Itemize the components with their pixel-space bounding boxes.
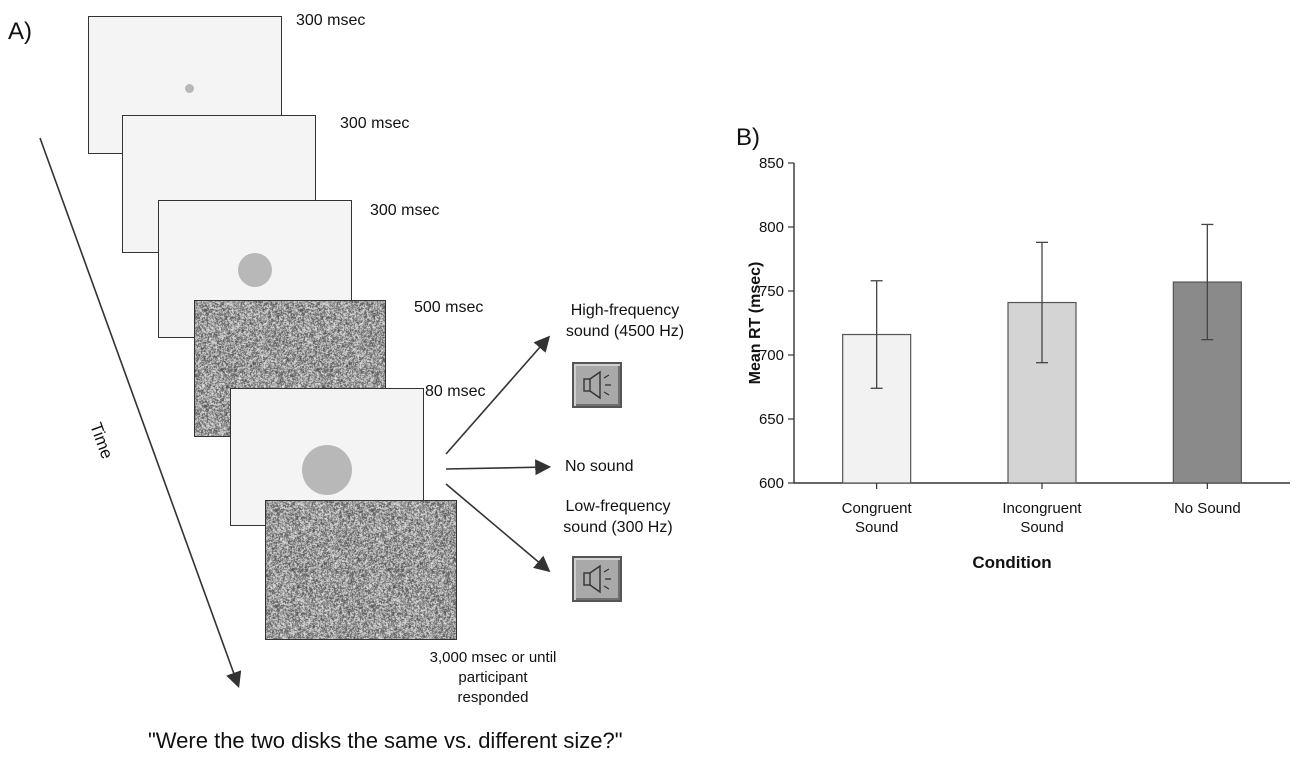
x-tick-label: Sound <box>1020 519 1063 536</box>
x-tick-label: Sound <box>855 519 898 536</box>
low-frequency-label: Low-frequency sound (300 Hz) <box>563 498 673 536</box>
duration-label: 300 msec <box>340 115 410 132</box>
x-tick-label: Incongruent <box>1002 500 1082 517</box>
fixation-dot <box>185 84 194 93</box>
frame-mask-2 <box>265 500 457 640</box>
y-axis-label: Mean RT (msec) <box>747 262 764 385</box>
time-arrow <box>39 137 242 689</box>
x-tick-label: No Sound <box>1174 500 1241 517</box>
no-sound-label: No sound <box>565 458 634 475</box>
final-duration-label: 3,000 msec or until participant responde… <box>429 649 557 706</box>
x-axis-label: Condition <box>972 553 1051 572</box>
y-tick-label: 750 <box>759 283 784 300</box>
x-tick-label: Congruent <box>842 500 913 517</box>
y-tick-label: 850 <box>759 155 784 172</box>
duration-label: 500 msec <box>414 299 484 316</box>
y-tick-label: 600 <box>759 475 784 492</box>
outcome-arrows <box>445 335 552 573</box>
panel-b-label: B) <box>736 124 760 151</box>
speaker-icon <box>572 556 622 602</box>
speaker-icon <box>572 362 622 408</box>
duration-label: 80 msec <box>425 383 486 400</box>
y-tick-label: 800 <box>759 219 784 236</box>
high-frequency-label: High-frequency sound (4500 Hz) <box>565 302 685 340</box>
duration-label: 300 msec <box>296 12 366 29</box>
y-tick-label: 650 <box>759 411 784 428</box>
second-disk <box>302 445 352 495</box>
y-tick-label: 700 <box>759 347 784 364</box>
question-text: "Were the two disks the same vs. differe… <box>148 728 623 753</box>
panel-a-label: A) <box>8 18 32 45</box>
duration-label: 300 msec <box>370 202 440 219</box>
bar-chart: 600 650 700 750 800 850 Congruent Sound Incongru… <box>747 155 1290 572</box>
first-disk <box>238 253 272 287</box>
